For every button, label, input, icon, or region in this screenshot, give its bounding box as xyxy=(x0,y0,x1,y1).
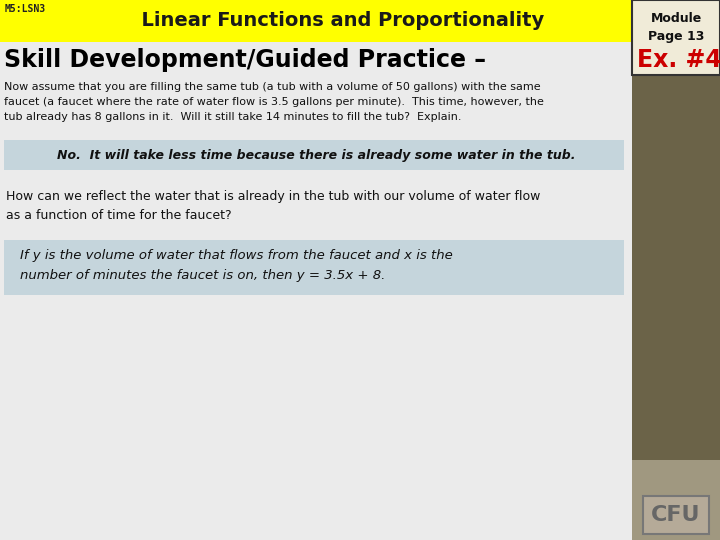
Text: If y is the volume of water that flows from the faucet and x is the: If y is the volume of water that flows f… xyxy=(20,249,453,262)
Text: Skill Development/Guided Practice –: Skill Development/Guided Practice – xyxy=(4,48,494,72)
FancyBboxPatch shape xyxy=(4,140,624,170)
FancyBboxPatch shape xyxy=(0,0,632,42)
Text: number of minutes the faucet is on, then y = 3.5x + 8.: number of minutes the faucet is on, then… xyxy=(20,269,385,282)
Text: No.  It will take less time because there is already some water in the tub.: No. It will take less time because there… xyxy=(57,148,575,161)
Text: CFU: CFU xyxy=(652,505,701,525)
FancyBboxPatch shape xyxy=(4,240,624,295)
FancyBboxPatch shape xyxy=(632,0,720,75)
Text: M5:LSN3: M5:LSN3 xyxy=(5,4,46,14)
Text: How can we reflect the water that is already in the tub with our volume of water: How can we reflect the water that is alr… xyxy=(6,190,541,222)
Text: Module
Page 13: Module Page 13 xyxy=(648,12,704,43)
Text: Ex. #4: Ex. #4 xyxy=(636,48,720,72)
Text: Linear Functions and Proportionality: Linear Functions and Proportionality xyxy=(128,11,544,30)
FancyBboxPatch shape xyxy=(643,496,709,534)
Text: Now assume that you are filling the same tub (a tub with a volume of 50 gallons): Now assume that you are filling the same… xyxy=(4,82,544,122)
FancyBboxPatch shape xyxy=(632,460,720,540)
FancyBboxPatch shape xyxy=(632,42,720,460)
